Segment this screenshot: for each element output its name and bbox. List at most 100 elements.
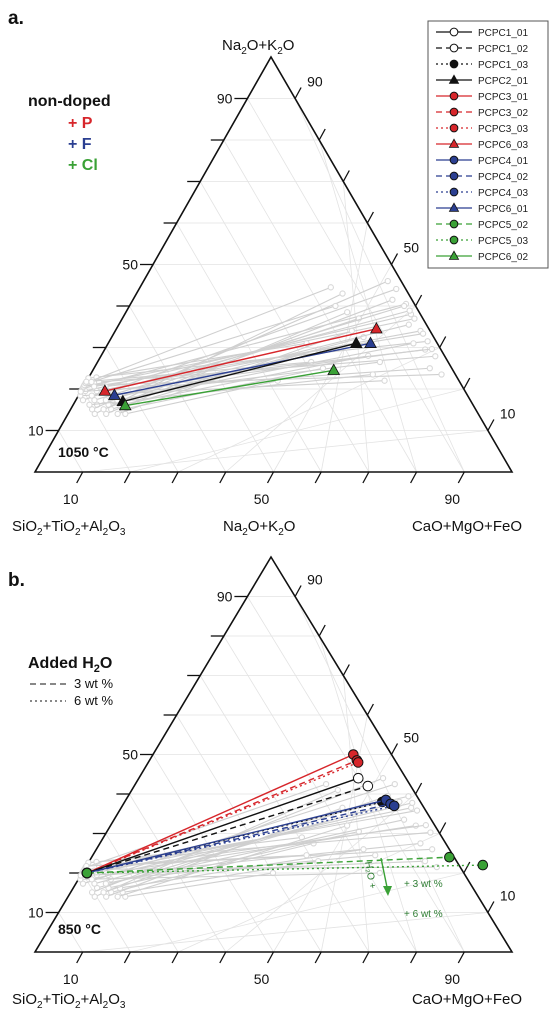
legend-marker <box>448 138 460 148</box>
subscript: 2 <box>37 527 43 538</box>
annotation-item: + F <box>68 136 92 153</box>
panel-label: a. <box>8 8 24 29</box>
tick-mark <box>410 471 418 484</box>
tick-mark <box>314 951 322 964</box>
grey-point <box>432 353 439 360</box>
note-6wt: + 6 wt % <box>404 909 443 920</box>
right-tick-label: 10 <box>500 888 516 904</box>
grey-tie-line <box>85 783 327 868</box>
legend-entry-pcpc1_03: PCPC1_03 <box>478 60 528 71</box>
tick-mark <box>415 782 423 795</box>
text-run: O <box>283 37 295 54</box>
grid-line <box>105 833 179 953</box>
glass-point-pcpc6_03 <box>98 384 112 396</box>
grey-point <box>429 846 436 853</box>
right-tick-label: 50 <box>404 730 420 746</box>
right-tick-label: 90 <box>307 572 323 588</box>
legend-marker <box>448 250 460 260</box>
melt-point-pcpc5_03 <box>477 859 489 871</box>
subscript: 2 <box>103 527 109 538</box>
grey-tie-line <box>82 288 397 401</box>
grey-tie-line <box>99 848 433 867</box>
grey-tie-line <box>103 299 393 410</box>
tie-line-pcpc6_02 <box>125 369 334 407</box>
subscript: 2 <box>241 46 247 57</box>
legend-marker <box>449 59 459 69</box>
grey-point <box>322 780 330 788</box>
tick-mark <box>219 471 227 484</box>
tie-line-pcpc4_01 <box>86 799 386 874</box>
legend-entry-pcpc6_02: PCPC6_02 <box>478 252 528 263</box>
bottom-tick-label: 90 <box>445 971 461 987</box>
grey-tie-line <box>110 361 380 397</box>
grey-point <box>391 780 398 788</box>
tie-line-pcpc3_02 <box>86 759 358 874</box>
tick-mark <box>366 703 374 716</box>
grey-point <box>319 365 327 372</box>
legend-entry-pcpc6_01: PCPC6_01 <box>478 204 528 215</box>
legend-entry-pcpc1_01: PCPC1_01 <box>478 28 528 39</box>
grey-point <box>384 277 391 285</box>
grey-point <box>77 388 84 395</box>
grey-point <box>379 775 387 782</box>
tie-line-pcpc3_01 <box>86 753 354 874</box>
text-run: +TiO <box>43 991 75 1008</box>
text-run: Na <box>223 518 243 535</box>
bottom-tick-label: 10 <box>63 491 79 507</box>
legend-marker <box>449 187 459 197</box>
grey-point <box>114 410 121 418</box>
grey-point <box>88 876 95 883</box>
tick-mark <box>390 743 399 755</box>
grey-tie-line <box>125 380 278 415</box>
legend-marker <box>448 202 460 212</box>
apex-left-label: SiO2+TiO2+Al2O3 <box>12 518 126 538</box>
bottom-tick-label: 50 <box>254 971 270 987</box>
grey-point <box>421 858 429 865</box>
grey-point <box>427 829 434 836</box>
grey-tie-line <box>85 286 332 384</box>
grey-point <box>79 880 87 887</box>
tick-mark <box>463 861 471 874</box>
grey-point <box>102 880 110 887</box>
tick-mark <box>318 624 326 637</box>
legend-entry-pcpc3_02: PCPC3_02 <box>478 108 528 119</box>
left-tick-label: 50 <box>122 747 138 763</box>
grey-point <box>360 846 367 853</box>
temperature-label: 1050 °C <box>58 444 109 460</box>
tie-line-pcpc6_01 <box>114 342 371 396</box>
grey-point <box>372 852 379 859</box>
grey-point <box>411 315 418 322</box>
grid-line <box>318 635 417 953</box>
grid-line <box>152 754 274 953</box>
tick-mark <box>410 951 418 964</box>
annotation-title: Added H2O <box>28 655 112 675</box>
legend-entry-pcpc6_03: PCPC6_03 <box>478 140 528 151</box>
water-arrow-head <box>383 886 392 896</box>
grey-tie-line <box>105 819 405 885</box>
subscript: 2 <box>75 527 81 538</box>
legend-entry-pcpc1_02: PCPC1_02 <box>478 44 528 55</box>
grey-point <box>433 863 440 871</box>
tick-mark <box>294 87 302 99</box>
legend-marker <box>449 155 459 165</box>
grey-point <box>86 401 93 408</box>
grid-line <box>199 181 370 473</box>
grey-point <box>426 365 433 372</box>
grey-tie-line <box>80 860 426 877</box>
grey-point <box>103 893 110 900</box>
grid <box>58 596 488 953</box>
tick-mark <box>487 901 495 913</box>
grey-point <box>303 852 310 859</box>
grey-point <box>102 397 110 404</box>
grey-tie-line <box>125 872 274 898</box>
legend-marker <box>449 27 459 37</box>
grey-point <box>90 383 98 390</box>
grid-line <box>318 139 417 473</box>
subscript: 2 <box>278 527 284 538</box>
grey-point <box>406 307 413 314</box>
grey-tie-line <box>91 305 336 383</box>
tick-mark <box>266 471 275 484</box>
grey-point <box>401 302 408 310</box>
tie-line-pcpc1_01 <box>86 777 359 874</box>
